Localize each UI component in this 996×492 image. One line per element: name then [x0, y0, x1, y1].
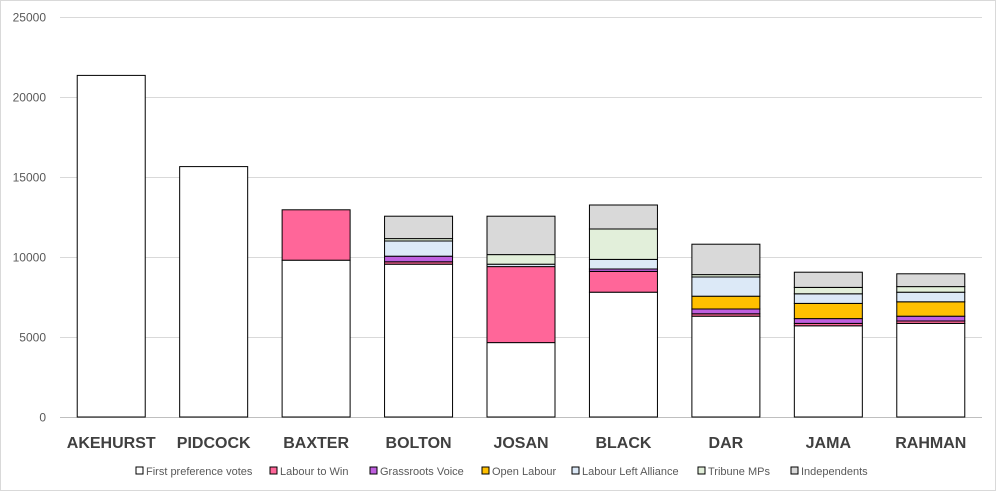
bar-segment [793, 302, 863, 320]
bars [76, 74, 966, 418]
bar-segment [384, 263, 454, 418]
bar-stack-pidcock [179, 166, 249, 418]
legend-swatch [269, 466, 278, 475]
y-tick-label: 25000 [13, 11, 47, 25]
y-tick-label: 15000 [13, 171, 47, 185]
x-category-label: DAR [709, 435, 744, 452]
legend-label: Labour to Win [280, 466, 348, 478]
legend-item: Open Labour [481, 466, 557, 478]
bar-segment [486, 254, 556, 265]
legend-label: First preference votes [146, 466, 253, 478]
bar-segment [588, 291, 658, 418]
legend-swatch [697, 466, 706, 475]
y-axis-ticks: 0 5000 10000 15000 20000 25000 [13, 11, 47, 425]
y-tick-label: 20000 [13, 91, 47, 105]
bar-segment [896, 291, 966, 303]
bar-segment [793, 318, 863, 324]
legend-swatch [481, 466, 490, 475]
legend-swatch [369, 466, 378, 475]
bar-segment [486, 342, 556, 418]
x-category-label: BOLTON [386, 435, 452, 452]
bar-segment [896, 273, 966, 288]
bar-segment [691, 276, 761, 297]
bar-segment [691, 295, 761, 310]
x-category-label: BLACK [595, 435, 651, 452]
bar-segment [691, 308, 761, 315]
y-tick-label: 10000 [13, 251, 47, 265]
bar-segment [896, 301, 966, 317]
bar-segment [76, 74, 146, 418]
bar-segment [793, 271, 863, 288]
legend-swatch [790, 466, 799, 475]
legend-item: Independents [790, 466, 868, 478]
bar-segment [588, 228, 658, 260]
bar-stack-bolton [384, 215, 454, 418]
legend-item: First preference votes [135, 466, 253, 478]
x-category-label: AKEHURST [67, 435, 156, 452]
legend-swatch [571, 466, 580, 475]
bar-segment [588, 258, 658, 270]
y-tick-label: 5000 [19, 331, 46, 345]
legend: First preference votes Labour to Win Grass… [135, 466, 868, 478]
legend-item: Labour Left Alliance [571, 466, 679, 478]
bar-segment [384, 215, 454, 240]
bar-segment [281, 259, 351, 418]
x-category-label: RAHMAN [895, 435, 966, 452]
legend-label: Tribune MPs [708, 466, 770, 478]
x-category-label: BAXTER [283, 435, 349, 452]
bar-segment [384, 255, 454, 263]
bar-stack-jama [793, 271, 863, 418]
bar-segment [588, 204, 658, 230]
bar-stack-dar [691, 243, 761, 418]
legend-swatch [135, 466, 144, 475]
x-category-label: PIDCOCK [177, 435, 251, 452]
bar-segment [793, 286, 863, 295]
bar-stack-baxter [281, 209, 351, 418]
legend-item: Tribune MPs [697, 466, 770, 478]
legend-item: Grassroots Voice [369, 466, 464, 478]
x-axis-labels: AKEHURST PIDCOCK BAXTER BOLTON JOSAN BLACK DAR… [67, 435, 967, 452]
bar-segment [793, 293, 863, 304]
legend-label: Independents [801, 466, 868, 478]
legend-label: Grassroots Voice [380, 466, 464, 478]
bar-segment [691, 243, 761, 276]
bar-segment [896, 286, 966, 293]
y-tick-label: 0 [39, 411, 46, 425]
bar-segment [486, 266, 556, 344]
bar-segment [896, 322, 966, 418]
bar-segment [793, 325, 863, 418]
bar-segment [179, 166, 249, 418]
legend-label: Labour Left Alliance [582, 466, 679, 478]
bar-stack-akehurst [76, 74, 146, 418]
bar-stack-josan [486, 215, 556, 418]
legend-item: Labour to Win [269, 466, 348, 478]
bar-segment [281, 209, 351, 261]
x-category-label: JOSAN [493, 435, 548, 452]
bar-segment [486, 215, 556, 256]
bar-segment [691, 315, 761, 418]
bar-stack-rahman [896, 273, 966, 418]
legend-label: Open Labour [492, 466, 557, 478]
bar-segment [384, 240, 454, 257]
bar-segment [896, 315, 966, 322]
x-category-label: JAMA [806, 435, 852, 452]
bar-stack-black [588, 204, 658, 418]
bar-segment [588, 270, 658, 293]
